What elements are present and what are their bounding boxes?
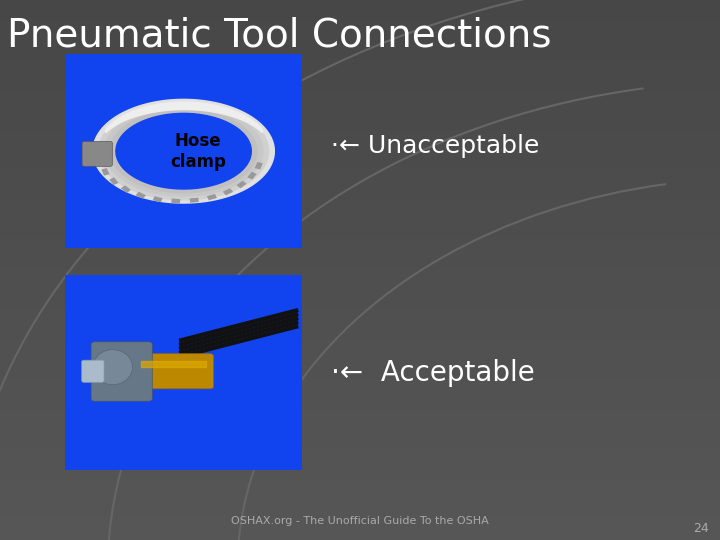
Polygon shape [110, 110, 257, 193]
Bar [109, 177, 119, 185]
Text: OSHAX.org - The Unofficial Guide To the OSHA: OSHAX.org - The Unofficial Guide To the … [231, 516, 489, 526]
Text: Hose
clamp: Hose clamp [170, 132, 226, 171]
FancyBboxPatch shape [91, 342, 153, 401]
Bar [153, 196, 163, 202]
Text: 24: 24 [693, 522, 709, 535]
Polygon shape [99, 103, 269, 200]
Bar [135, 192, 146, 199]
Text: ·← Unacceptable: ·← Unacceptable [331, 134, 539, 158]
FancyBboxPatch shape [65, 54, 302, 248]
Bar [236, 181, 247, 188]
FancyBboxPatch shape [65, 275, 302, 470]
Text: Pneumatic Tool Connections: Pneumatic Tool Connections [7, 16, 552, 54]
Bar [189, 198, 199, 202]
Bar [222, 188, 233, 195]
Bar [102, 168, 109, 176]
Bar [171, 198, 181, 204]
Polygon shape [116, 113, 251, 189]
Polygon shape [93, 99, 274, 203]
Bar [121, 185, 131, 193]
Bar [255, 162, 263, 170]
Bar [247, 172, 257, 179]
FancyBboxPatch shape [134, 354, 213, 389]
Polygon shape [104, 106, 263, 196]
Text: ·←  Acceptable: ·← Acceptable [331, 359, 535, 387]
Ellipse shape [93, 350, 132, 384]
Bar [207, 194, 217, 200]
FancyBboxPatch shape [82, 360, 104, 382]
FancyBboxPatch shape [82, 141, 112, 166]
